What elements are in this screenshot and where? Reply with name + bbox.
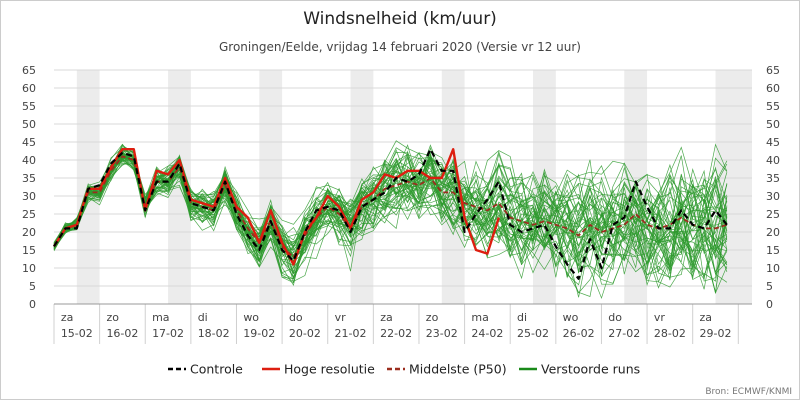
x-tick-date: 21-02 <box>335 327 367 340</box>
x-tick-date: 27-02 <box>608 327 640 340</box>
y-tick-label-left: 65 <box>22 64 36 77</box>
x-tick-date: 26-02 <box>563 327 595 340</box>
y-tick-label-right: 30 <box>766 190 780 203</box>
ensemble-run-line <box>53 150 728 263</box>
y-tick-label-left: 0 <box>29 298 36 311</box>
y-tick-label-right: 20 <box>766 226 780 239</box>
x-tick-date: 23-02 <box>426 327 458 340</box>
legend-label: Controle <box>190 362 243 377</box>
x-tick-date: 16-02 <box>106 327 138 340</box>
y-tick-label-right: 15 <box>766 244 780 257</box>
ensemble-run-line <box>53 146 728 280</box>
x-tick-day: wo <box>243 311 259 324</box>
series-line-controle <box>53 148 728 280</box>
day-band <box>259 70 283 304</box>
ensemble-run-line <box>53 157 728 287</box>
main-series <box>52 147 728 280</box>
legend: Controle Hoge resolutie Middelste (P50) Ver… <box>168 362 640 377</box>
x-tick-day: do <box>608 311 622 324</box>
x-tick-date: 24-02 <box>471 327 503 340</box>
y-tick-label-left: 30 <box>22 190 36 203</box>
y-tick-label-left: 50 <box>22 118 36 131</box>
x-tick-day: za <box>700 311 713 324</box>
y-tick-label-left: 5 <box>29 280 36 293</box>
legend-label: Hoge resolutie <box>284 362 375 377</box>
ensemble-run-line <box>53 158 728 272</box>
y-tick-label-left: 25 <box>22 208 36 221</box>
day-band <box>715 70 752 304</box>
y-tick-label-left: 35 <box>22 172 36 185</box>
x-tick-day: di <box>198 311 208 324</box>
series-line-hoge-resolutie <box>52 147 500 266</box>
y-tick-label-right: 35 <box>766 172 780 185</box>
chart-subtitle: Groningen/Eelde, vrijdag 14 februari 202… <box>219 40 581 54</box>
y-tick-label-right: 65 <box>766 64 780 77</box>
legend-label: Middelste (P50) <box>409 362 507 377</box>
x-tick-day: za <box>61 311 74 324</box>
x-tick-date: 17-02 <box>152 327 184 340</box>
x-tick-date: 22-02 <box>380 327 412 340</box>
ensemble-run-line <box>53 150 728 282</box>
ensemble-run-line <box>53 149 728 279</box>
y-tick-label-right: 0 <box>766 298 773 311</box>
x-tick-day: vr <box>335 311 347 324</box>
x-tick-day: zo <box>426 311 439 324</box>
y-tick-label-right: 5 <box>766 280 773 293</box>
x-tick-date: 19-02 <box>243 327 275 340</box>
y-tick-label-right: 40 <box>766 154 780 167</box>
y-tick-label-right: 25 <box>766 208 780 221</box>
y-tick-label-left: 15 <box>22 244 36 257</box>
x-tick-day: wo <box>563 311 579 324</box>
source-label: Bron: ECMWF/KNMI <box>705 387 792 397</box>
x-tick-date: 20-02 <box>289 327 321 340</box>
x-tick-day: vr <box>654 311 666 324</box>
chart-title: Windsnelheid (km/uur) <box>303 9 497 29</box>
y-tick-label-left: 40 <box>22 154 36 167</box>
x-tick-date: 29-02 <box>700 327 732 340</box>
y-tick-label-left: 10 <box>22 262 36 275</box>
x-tick-date: 18-02 <box>198 327 230 340</box>
x-tick-day: di <box>517 311 527 324</box>
y-tick-label-right: 45 <box>766 136 780 149</box>
y-tick-label-left: 45 <box>22 136 36 149</box>
x-tick-day: zo <box>106 311 119 324</box>
y-tick-label-right: 60 <box>766 82 780 95</box>
ensemble-run-line <box>53 149 728 274</box>
y-tick-label-right: 50 <box>766 118 780 131</box>
x-tick-day: do <box>289 311 303 324</box>
x-tick-day: za <box>380 311 393 324</box>
y-tick-label-right: 10 <box>766 262 780 275</box>
y-tick-label-left: 20 <box>22 226 36 239</box>
x-tick-day: ma <box>471 311 488 324</box>
day-band <box>441 70 465 304</box>
y-tick-label-left: 60 <box>22 82 36 95</box>
legend-label: Verstoorde runs <box>541 362 640 377</box>
ensemble-run-line <box>53 147 728 269</box>
x-tick-date: 28-02 <box>654 327 686 340</box>
x-tick-date: 15-02 <box>61 327 93 340</box>
ensemble-run-line <box>53 143 728 279</box>
x-tick-day: ma <box>152 311 169 324</box>
x-tick-date: 25-02 <box>517 327 549 340</box>
ensemble-run-line <box>53 144 728 294</box>
ensemble-run-line <box>53 158 728 282</box>
day-band <box>350 70 374 304</box>
y-tick-label-left: 55 <box>22 100 36 113</box>
y-tick-label-right: 55 <box>766 100 780 113</box>
